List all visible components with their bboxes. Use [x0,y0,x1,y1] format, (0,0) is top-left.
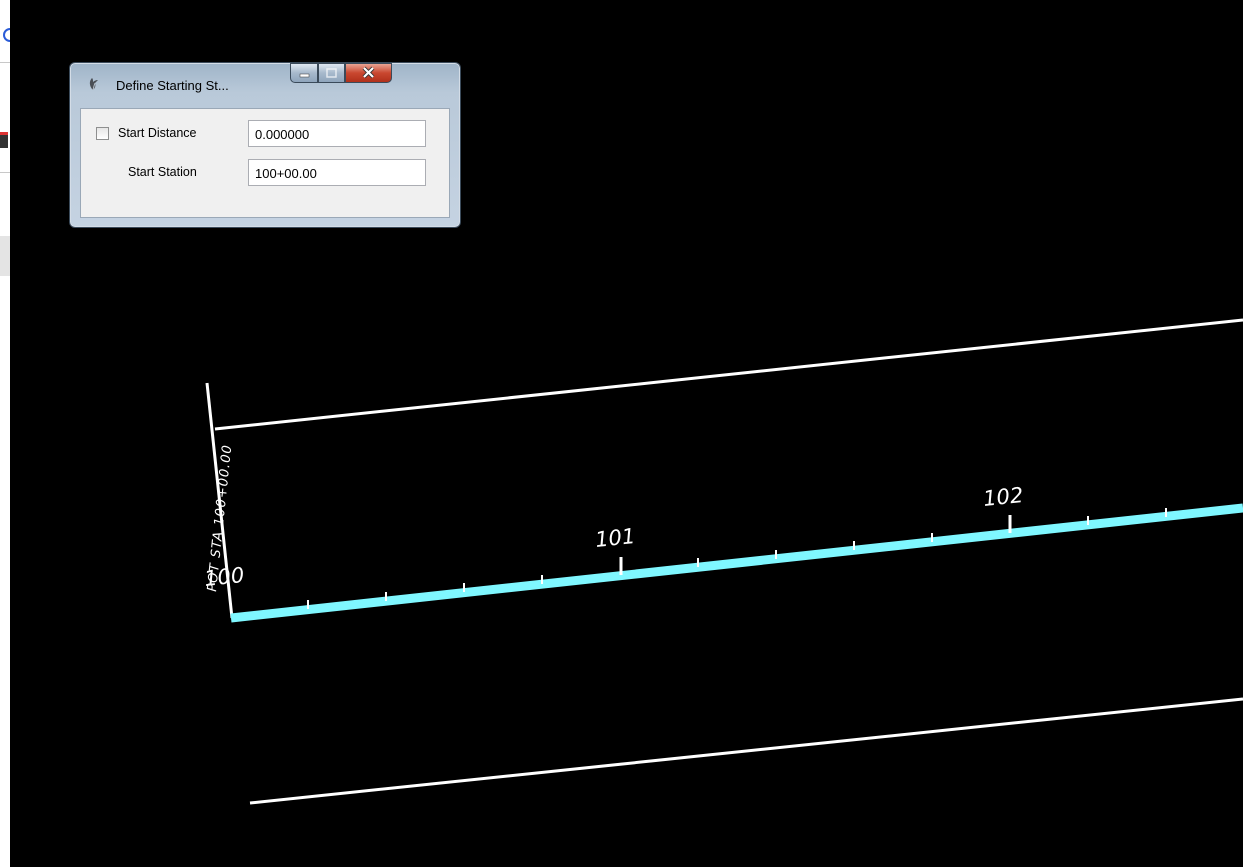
start-distance-field[interactable]: 0.000000 [248,120,426,147]
start-station-field[interactable]: 100+00.00 [248,159,426,186]
maximize-button[interactable] [318,63,345,83]
start-distance-label: Start Distance [118,126,197,140]
close-icon [362,66,375,79]
upper-offset-line[interactable] [214,318,1243,431]
station-label-100: 100 [203,563,245,591]
minimize-icon [299,73,310,78]
start-station-label: Start Station [128,165,197,179]
partial-toolbar-icon [0,28,17,42]
station-label-101: 101 [594,524,636,552]
dialog-body: Start Distance 0.000000 Start Station 10… [80,108,450,218]
start-distance-checkbox[interactable] [96,127,109,140]
panel-edge [0,236,10,276]
station-marker-line[interactable] [205,382,234,619]
station-label-102: 102 [982,483,1024,511]
partial-tool-icon [0,128,10,154]
lower-offset-line[interactable] [249,697,1243,805]
close-button[interactable] [345,63,392,83]
define-starting-station-dialog[interactable]: Define Starting St... Start Distance 0.0… [69,62,461,228]
toolbar-divider [0,62,10,63]
drawing-canvas[interactable]: 100 101 102 POT STA 100+00.00 [10,0,1243,867]
toolbar-divider [0,172,10,173]
dialog-titlebar[interactable]: Define Starting St... [70,63,460,103]
dialog-title: Define Starting St... [116,78,229,93]
alignment-line[interactable] [230,503,1243,623]
minimize-button[interactable] [290,63,318,83]
station-ticks [307,508,1167,609]
background-app-strip [0,0,17,867]
microstation-app-icon [89,78,98,91]
maximize-icon [326,68,337,78]
